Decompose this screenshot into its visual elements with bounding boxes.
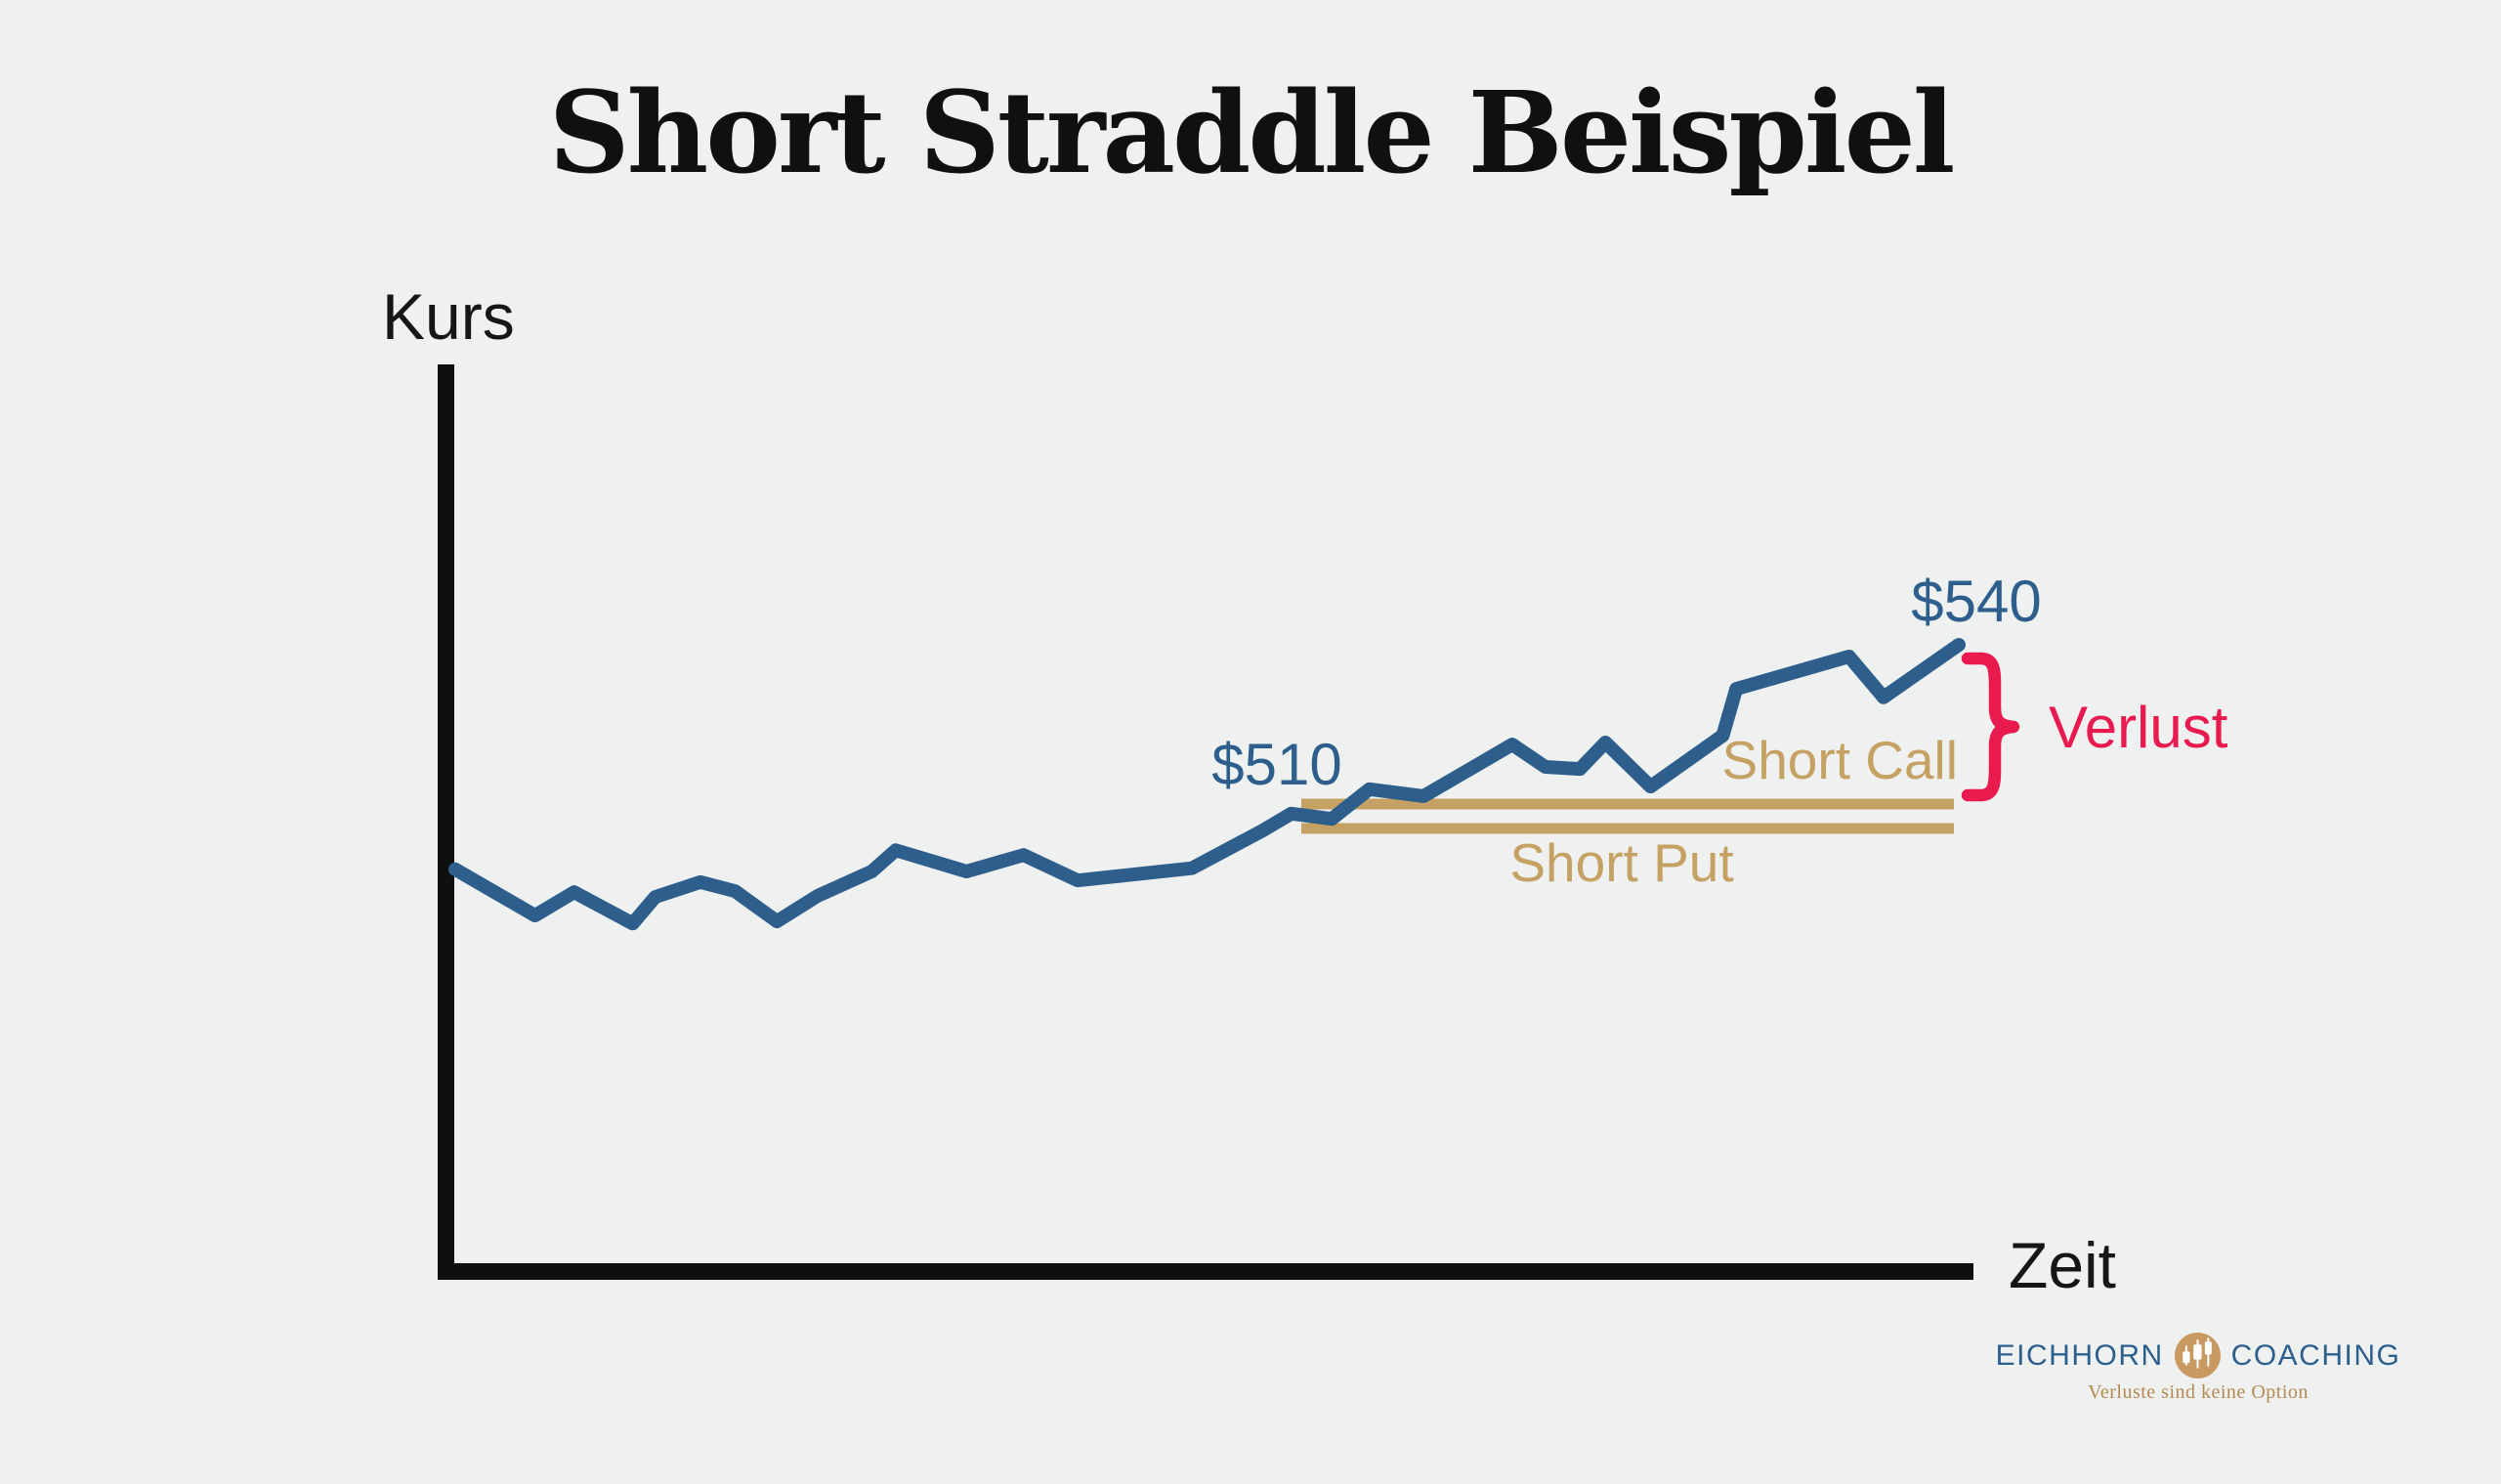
- loss-brace-icon: [1961, 652, 2020, 802]
- label-short-call: Short Call: [1722, 730, 1958, 790]
- logo-tagline: Verluste sind keine Option: [2088, 1381, 2309, 1403]
- logo: EICHHORN COACHING Verluste sind keine Op…: [1996, 1333, 2399, 1404]
- x-axis-label: Zeit: [2009, 1229, 2116, 1301]
- price-line: [448, 638, 1966, 931]
- logo-brand-left: EICHHORN: [1995, 1338, 2164, 1372]
- label-short-put: Short Put: [1509, 832, 1733, 893]
- logo-brand-right: COACHING: [2230, 1338, 2401, 1372]
- candlestick-logo-icon: [2174, 1333, 2221, 1378]
- label-entry-price: $510: [1211, 732, 1341, 797]
- page-title: Short Straddle Beispiel: [548, 67, 1956, 199]
- axes: [438, 364, 1973, 1280]
- label-loss: Verlust: [2049, 695, 2228, 760]
- y-axis-label: Kurs: [382, 280, 515, 353]
- label-exit-price: $540: [1911, 569, 2041, 634]
- logo-row: EICHHORN COACHING: [1996, 1333, 2399, 1378]
